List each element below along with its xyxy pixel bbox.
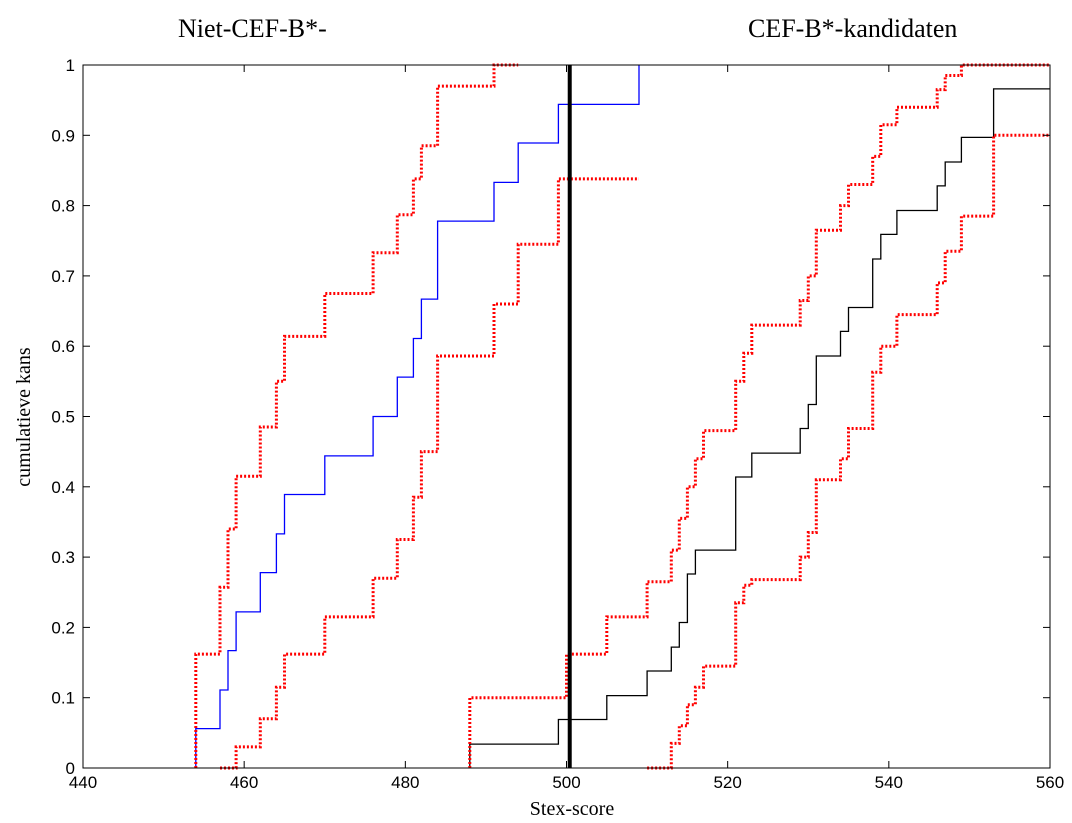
series-black-solid-3: [469, 88, 1050, 768]
header-right: CEF-B*-kandidaten: [748, 14, 958, 43]
y-tick-label: 0: [66, 759, 75, 778]
x-tick-label: 480: [391, 773, 419, 792]
x-tick-label: 440: [69, 773, 97, 792]
y-tick-label: 0.1: [51, 689, 75, 708]
x-tick-label: 560: [1036, 773, 1064, 792]
y-tick-label: 1: [66, 56, 75, 75]
series-layer: [194, 63, 1050, 770]
y-tick-label: 0.3: [51, 548, 75, 567]
y-axis-label: cumulatieve kans: [13, 347, 35, 487]
y-tick-label: 0.9: [51, 126, 75, 145]
x-axis-label: Stex-score: [530, 798, 615, 820]
x-tick-label: 500: [552, 773, 580, 792]
y-tick-label: 0.5: [51, 408, 75, 427]
series-red-dotted-2: [220, 177, 639, 770]
y-tick-label: 0.4: [51, 478, 75, 497]
x-tick-label: 520: [713, 773, 741, 792]
series-red-dotted-4: [468, 63, 1050, 768]
header-left: Niet-CEF-B*-: [178, 14, 327, 43]
y-tick-label: 0.6: [51, 337, 75, 356]
series-blue-solid-0: [195, 65, 640, 768]
series-red-dotted-5: [647, 133, 1050, 770]
series-red-dotted-1: [194, 63, 519, 768]
axes-layer: 440 460 480 500 520 540 560 0 0.1 0.2 0.3 0.4 0.5 0.6…: [51, 56, 1064, 792]
x-tick-label: 540: [875, 773, 903, 792]
y-tick-label: 0.2: [51, 618, 75, 637]
x-tick-label: 460: [230, 773, 258, 792]
y-tick-label: 0.8: [51, 197, 75, 216]
y-tick-label: 0.7: [51, 267, 75, 286]
